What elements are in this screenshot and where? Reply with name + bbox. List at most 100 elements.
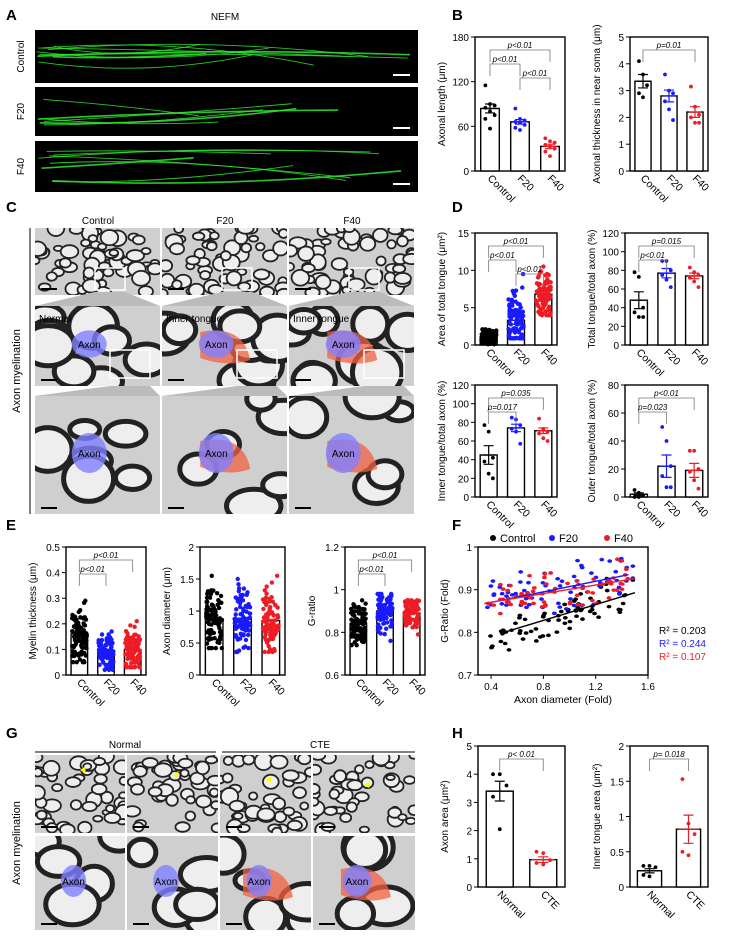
scatter-point [562,602,568,607]
neurite [43,109,263,126]
myelinated-axon [372,228,389,243]
neurite [41,156,194,169]
data-point [513,299,518,304]
myelinated-axon [364,267,384,286]
significance-bracket [638,245,695,258]
scatter-point [520,637,526,641]
myelinated-axon [206,774,218,787]
data-point [74,628,80,634]
data-point [641,315,646,319]
myelinated-axon [272,797,286,811]
data-point [123,640,128,646]
scatter-point [542,575,547,580]
data-point [350,612,355,617]
p-value-label: p= 0.018 [652,750,685,759]
data-point [219,645,225,651]
data-point [213,645,219,651]
myelinated-axon [358,825,370,833]
p-value-label: p< 0.01 [507,750,535,759]
scatter-point [591,577,597,581]
myelinated-axon [237,823,251,833]
r-squared-label: R² = 0.107 [659,652,706,663]
y-tick-label: 60 [608,285,620,296]
scatter-point [488,634,493,638]
chart-B2: 0 1 2 3 4 5 Axonal thickness in near soma (μm)… [592,24,711,205]
data-point [238,611,243,617]
y-tick-label: 0.8 [325,628,339,639]
bar-Control [634,80,652,172]
data-point [636,315,641,319]
myelin-rings [220,836,311,930]
error-bar [405,612,418,615]
panel-label: B [452,7,463,24]
myelinated-axon [87,234,99,243]
legend-marker [490,535,496,541]
data-point [123,629,129,634]
y-tick-label: 0.5 [46,543,60,554]
myelinated-axon [165,793,179,807]
myelinated-axon [222,755,234,766]
data-point [534,861,539,865]
y-tick-label: 3 [618,87,624,98]
scatter-point [585,590,591,594]
error-bar [632,291,646,310]
myelinated-axon [137,285,154,295]
data-point [405,598,410,603]
data-point [382,631,387,637]
scatter-point [599,557,605,562]
y-axis-label: Outer tongue/total axon (%) [587,380,598,503]
scatter-point [489,644,495,648]
arrowhead-marker [80,766,86,773]
data-point [361,607,367,612]
y-tick-label: 80 [608,266,620,277]
data-point [73,642,78,648]
scatter-point [587,609,593,614]
myelinated-axon [35,755,44,764]
y-tick-label: 100 [602,248,619,259]
panel-label: G [6,725,18,742]
data-point [233,612,238,617]
myelinated-axon [289,306,323,336]
arrowhead-marker [265,776,272,783]
scatter-point [562,616,568,620]
scatter-point [517,580,523,584]
significance-bracket [488,397,544,410]
error-bar [512,119,528,125]
zoom-box [94,267,126,291]
significance-bracket [488,411,517,424]
myelinated-axon [112,759,125,776]
myelinated-axon [371,755,391,767]
scatter-point [527,573,532,578]
neurite [38,149,380,159]
data-point [645,83,649,88]
scatter-point [522,617,528,622]
data-point [491,342,497,347]
data-point [354,637,360,642]
data-point [260,597,266,602]
scatter-point [521,588,527,593]
data-point [106,663,112,669]
myelinated-axon [397,813,408,822]
scatter-point [575,605,581,610]
bar-F20 [660,95,678,172]
error-bar [531,856,555,864]
scatter-point [571,603,577,608]
y-axis-label: Axonal thickness in near soma (μm) [592,24,603,183]
significance-bracket [649,758,689,771]
data-point [261,606,266,612]
data-point [668,485,673,490]
data-point [664,277,669,282]
y-tick-label: 20 [608,322,620,333]
data-point [359,629,364,634]
data-point [83,598,88,603]
y-tick-label: 20 [608,465,620,476]
data-point [234,649,240,655]
myelin-rings [127,836,218,930]
data-point [668,268,673,273]
x-tick-label: F20 [101,677,122,698]
x-tick-label: F40 [690,173,711,194]
scatter-point [531,586,537,590]
data-point [534,849,539,854]
data-point [416,607,421,612]
data-point [518,441,523,446]
